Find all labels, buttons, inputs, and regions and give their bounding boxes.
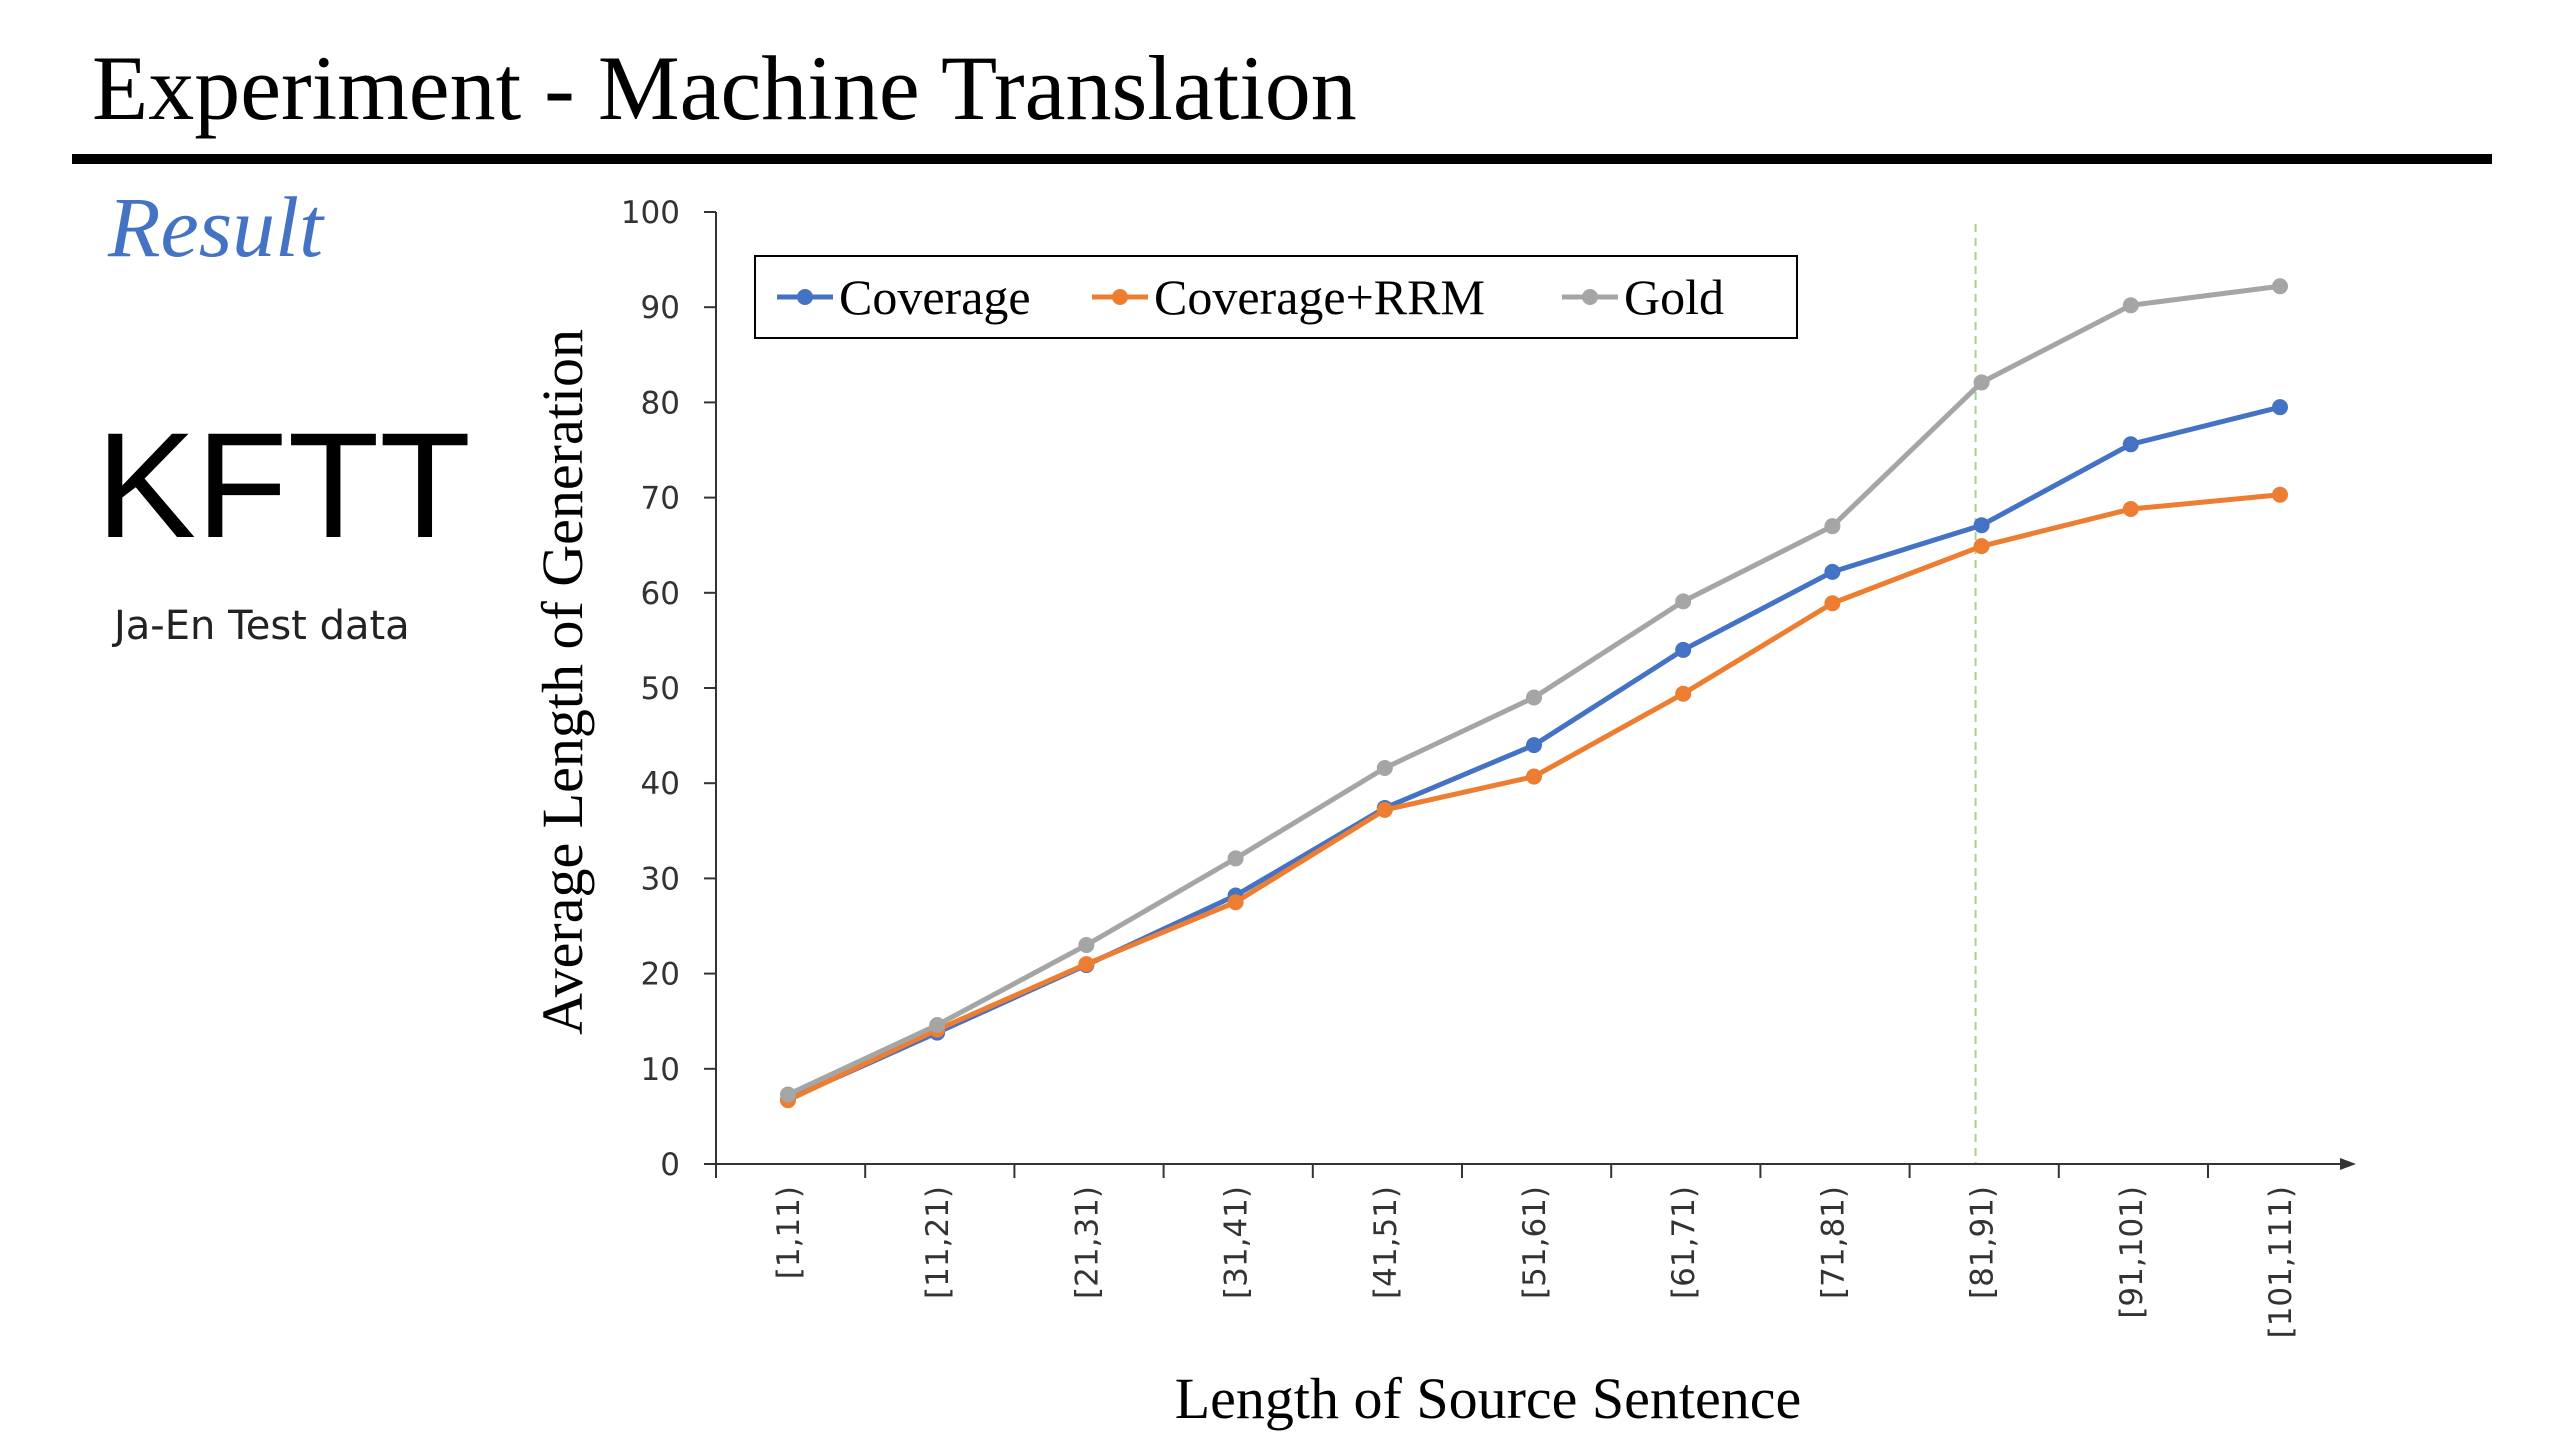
section-heading: Result [108,179,323,275]
x-tick-label: [61,71) [1666,1186,1702,1299]
x-axis-arrow [2340,1158,2356,1170]
legend-label: Coverage [839,269,1031,325]
data-point [1675,685,1692,702]
data-point [2122,297,2139,314]
data-point [1973,374,1990,391]
legend-item: Coverage+RRM [1092,269,1485,325]
series-line [786,492,2281,1103]
series-lines [780,278,2288,1109]
x-tick-label: [31,41) [1219,1186,1255,1299]
y-axis-title: Average Length of Generation [530,329,595,1035]
x-tick-label: [71,81) [1815,1186,1851,1299]
data-point [1824,563,1841,580]
y-tick-label: 80 [641,385,680,421]
dataset-name: KFTT [96,401,471,569]
series-gold [780,278,2288,1103]
x-tick-label: [21,31) [1069,1186,1105,1299]
data-point [1227,894,1244,911]
y-tick-label: 20 [641,957,680,993]
y-tick-label: 30 [641,861,680,897]
legend-label: Coverage+RRM [1154,269,1485,325]
data-point [1973,538,1990,555]
legend-item: Gold [1562,269,1724,325]
data-point [2122,436,2139,453]
dataset-description: Ja-En Test data [114,603,410,649]
data-point [1376,759,1393,776]
data-point [1227,850,1244,867]
data-point [2122,501,2139,518]
x-tick-label: [11,21) [920,1186,956,1299]
data-point [1824,518,1841,535]
x-tick-label: [101,111) [2263,1186,2299,1338]
y-tick-label: 10 [641,1052,680,1088]
x-tick-label: [1,11) [771,1186,807,1279]
x-tick-label: [91,101) [2114,1186,2150,1319]
data-point [2272,486,2288,503]
x-tick-label: [81,91) [1965,1186,2001,1299]
slide-title: Experiment - Machine Translation [92,37,1357,139]
data-point [1376,801,1393,818]
legend-item: Coverage [777,269,1031,325]
axes: 0 10 20 30 40 50 60 70 80 90 100 [1,11) [11,21) [21,3… [621,195,2356,1338]
legend-swatch-marker [1582,289,1598,305]
data-point [2272,278,2288,295]
y-tick-label: 60 [641,576,680,612]
data-point [1675,593,1692,610]
legend-box [754,255,1798,339]
title-divider [72,154,2492,164]
data-point [1078,956,1095,973]
y-tick-label: 100 [621,195,680,231]
data-point [1526,689,1542,706]
data-point [1675,641,1692,658]
series-coverage-rrm [780,486,2288,1109]
data-point [1078,937,1095,954]
legend-label: Gold [1624,269,1724,325]
x-axis-title: Length of Source Sentence [1175,1366,1802,1431]
y-tick-label: 50 [641,671,680,707]
y-tick-label: 90 [641,290,680,326]
y-tick-label: 40 [641,766,680,802]
data-point [1824,595,1841,612]
data-point [780,1086,796,1103]
data-point [2272,399,2288,416]
x-tick-label: [51,61) [1517,1186,1553,1299]
legend: Coverage Coverage+RRM Gold [754,255,1798,339]
legend-swatch-marker [797,289,813,305]
legend-swatch-marker [1112,289,1128,305]
y-tick-label: 0 [660,1147,680,1183]
x-tick-label: [41,51) [1368,1186,1404,1299]
data-point [1526,737,1542,754]
data-point [929,1017,946,1034]
y-tick-label: 70 [641,481,680,517]
data-point [1526,768,1542,785]
data-point [1973,517,1990,534]
